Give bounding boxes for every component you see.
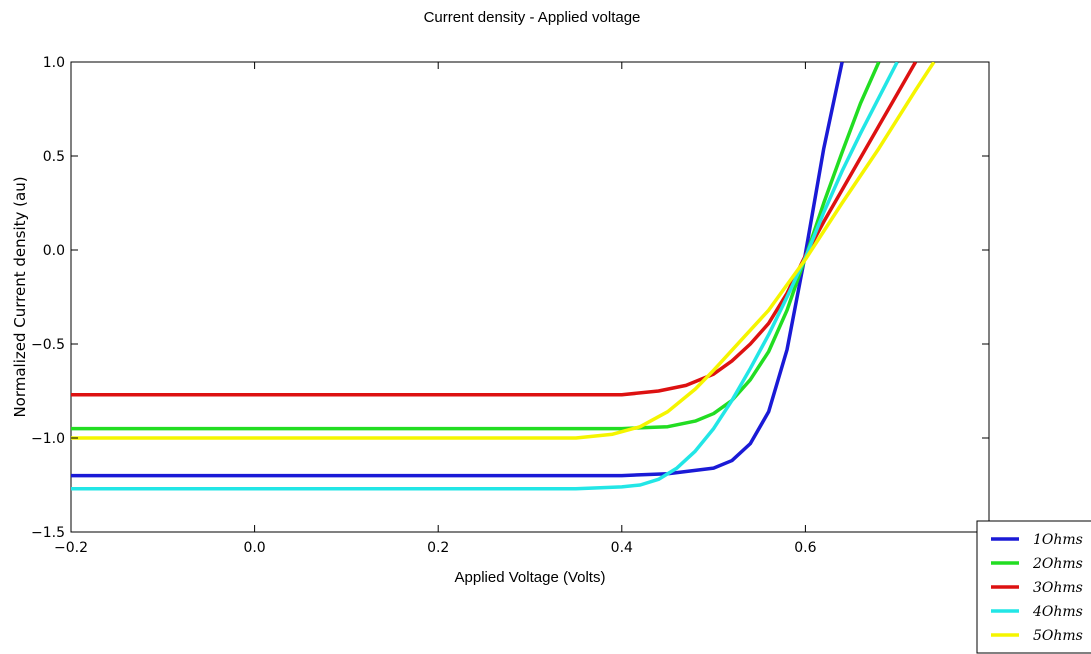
y-tick-label: 0.0 xyxy=(43,243,65,259)
series-layer xyxy=(71,62,936,491)
legend-label-5: 5Ohms xyxy=(1033,628,1083,644)
series-line-2 xyxy=(71,62,881,431)
legend-label-4: 4Ohms xyxy=(1032,604,1083,620)
x-tick-label: 0.0 xyxy=(243,540,265,556)
y-axis-label: Normalized Current density (au) xyxy=(11,176,29,417)
plot-frame xyxy=(70,61,990,533)
y-tick-label: 0.5 xyxy=(43,149,65,165)
series-line-3 xyxy=(71,62,918,397)
y-tick-label: −1.0 xyxy=(31,431,65,447)
series-line-5 xyxy=(71,62,936,440)
chart-title: Current density - Applied voltage xyxy=(424,9,641,26)
x-tick-label: 0.6 xyxy=(794,540,816,556)
x-tick-label: 0.2 xyxy=(427,540,449,556)
y-tick-label: −1.5 xyxy=(31,525,65,541)
x-axis-label: Applied Voltage (Volts) xyxy=(455,569,606,586)
legend: 1Ohms 2Ohms 3Ohms 4Ohms 5Ohms xyxy=(976,520,1091,654)
x-tick-label: 0.4 xyxy=(611,540,633,556)
legend-label-2: 2Ohms xyxy=(1032,556,1083,572)
y-tick-label: −0.5 xyxy=(31,337,65,353)
y-tick-label: 1.0 xyxy=(43,55,65,71)
x-tick-label: −0.2 xyxy=(54,540,88,556)
legend-label-3: 3Ohms xyxy=(1033,580,1083,596)
ticks-layer: −0.2 0.0 0.2 0.4 0.6 −1.5 −1.0 −0.5 0.0 0.5 1.0 xyxy=(31,55,989,556)
series-line-1 xyxy=(71,62,844,478)
series-line-4 xyxy=(71,62,899,491)
legend-label-1: 1Ohms xyxy=(1033,532,1083,548)
